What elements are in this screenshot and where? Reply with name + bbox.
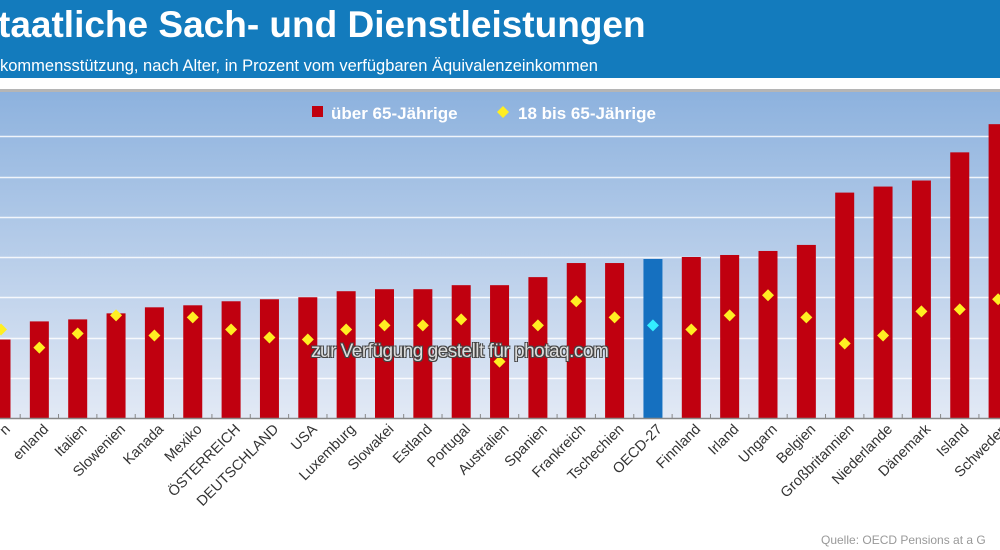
bar-finnland: [681, 257, 701, 418]
source-note: Quelle: OECD Pensions at a G: [821, 533, 986, 547]
bar-deutschland: [259, 299, 279, 418]
marker-irland: [723, 309, 736, 322]
x-tick-label: enland: [10, 422, 52, 464]
marker-österreich: [225, 323, 238, 336]
divider: [0, 89, 1000, 92]
header: taatliche Sach- und Dienstleistungen kom…: [0, 0, 1000, 78]
bar-österreich: [221, 301, 241, 418]
marker-estland: [416, 319, 429, 332]
x-tick-label: n: [0, 422, 14, 439]
bar-usa: [298, 297, 318, 418]
marker-mexiko: [186, 311, 199, 324]
bar-dänemark: [911, 180, 931, 418]
marker-dänemark: [915, 305, 928, 318]
watermark: zur Verfügung gestellt für photaq.com: [311, 341, 609, 362]
marker-usa: [301, 333, 314, 346]
marker-deutschland: [263, 331, 276, 344]
bar-n: [0, 339, 11, 418]
marker-frankreich: [570, 295, 583, 308]
marker-n: [0, 323, 7, 336]
bar-spanien: [528, 277, 548, 418]
legend-swatch-bar: [312, 106, 323, 117]
marker-niederlande: [877, 329, 890, 342]
bar-island: [950, 152, 970, 418]
bar-estland: [413, 289, 433, 418]
marker-australien: [493, 355, 506, 368]
bar-tschechien: [605, 263, 625, 418]
x-tick-label: USA: [288, 421, 321, 454]
marker-luxemburg: [340, 323, 353, 336]
marker-spanien: [531, 319, 544, 332]
marker-slowenien: [110, 309, 123, 322]
marker-belgien: [800, 311, 813, 324]
bar-oecd-27: [643, 259, 663, 418]
bar-kanada: [144, 307, 164, 418]
marker-oecd-27: [646, 319, 659, 332]
bar-belgien: [796, 244, 816, 418]
bar-australien: [490, 285, 510, 418]
marker-ungarn: [762, 289, 774, 302]
legend-swatch-diamond: [497, 106, 509, 118]
marker-italien: [71, 327, 84, 340]
legend-label-18-65: 18 bis 65-Jährige: [518, 104, 656, 123]
marker-schweden: [992, 293, 1000, 306]
bar-enland: [29, 321, 49, 418]
marker-tschechien: [608, 311, 621, 324]
bar-luxemburg: [336, 291, 356, 418]
marker-kanada: [148, 329, 161, 342]
legend: über 65-Jährige 18 bis 65-Jährige: [312, 104, 656, 123]
x-tick-label: Ungarn: [736, 422, 781, 467]
bar-mexiko: [183, 305, 203, 418]
bar-slowakei: [375, 289, 394, 418]
marker-enland: [33, 341, 46, 354]
legend-label-over-65: über 65-Jährige: [331, 104, 458, 123]
chart-title: taatliche Sach- und Dienstleistungen: [0, 4, 646, 45]
bar-großbritannien: [835, 192, 855, 418]
marker-großbritannien: [838, 337, 851, 350]
marker-island: [953, 303, 966, 316]
bar-irland: [720, 254, 740, 418]
bar-schweden: [988, 124, 1000, 419]
x-tick-label: Kanada: [121, 421, 168, 468]
bar-italien: [68, 319, 88, 418]
marker-portugal: [455, 313, 468, 326]
chart-subtitle: kommensstützung, nach Alter, in Prozent …: [0, 57, 598, 75]
bar-ungarn: [758, 250, 778, 418]
bar-slowenien: [106, 313, 126, 418]
marker-slowakei: [378, 319, 391, 332]
bar-niederlande: [873, 186, 893, 418]
marker-finnland: [685, 323, 698, 336]
